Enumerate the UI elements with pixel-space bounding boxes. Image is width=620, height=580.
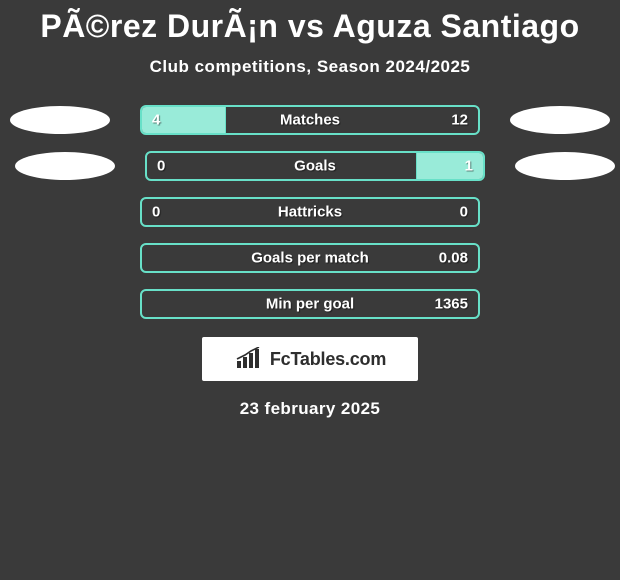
right-value: 0.08 [439,250,468,267]
brand-logo: FcTables.com [202,337,418,381]
right-value: 1365 [435,296,468,313]
stat-bar: Min per goal 1365 [140,289,480,319]
right-value: 12 [451,112,468,129]
stat-bar: 0 Hattricks 0 [140,197,480,227]
right-ellipse [510,106,610,134]
right-ellipse [515,152,615,180]
left-value: 4 [152,112,160,129]
stat-bar: 4 Matches 12 [140,105,480,135]
brand-text: FcTables.com [270,349,386,370]
stat-row: 0 Goals 1 [0,151,620,181]
stat-row: 4 Matches 12 [0,105,620,135]
stat-row: 0 Hattricks 0 [0,197,620,227]
left-value: 0 [157,158,165,175]
left-ellipse [15,152,115,180]
chart-icon [234,347,264,371]
right-value: 0 [460,204,468,221]
date-label: 23 february 2025 [0,399,620,419]
right-value: 1 [465,158,473,175]
subtitle: Club competitions, Season 2024/2025 [0,57,620,77]
stat-label: Hattricks [278,204,342,221]
stat-bar: Goals per match 0.08 [140,243,480,273]
stat-label: Goals [294,158,336,175]
page-title: PÃ©rez DurÃ¡n vs Aguza Santiago [0,8,620,45]
stat-label: Matches [280,112,340,129]
stat-row: Min per goal 1365 [0,289,620,319]
stat-label: Min per goal [266,296,354,313]
stat-bar: 0 Goals 1 [145,151,485,181]
left-ellipse [10,106,110,134]
stat-rows: 4 Matches 12 0 Goals 1 0 Hattricks 0 Goals per ma… [0,105,620,319]
left-value: 0 [152,204,160,221]
stat-row: Goals per match 0.08 [0,243,620,273]
stat-label: Goals per match [251,250,369,267]
